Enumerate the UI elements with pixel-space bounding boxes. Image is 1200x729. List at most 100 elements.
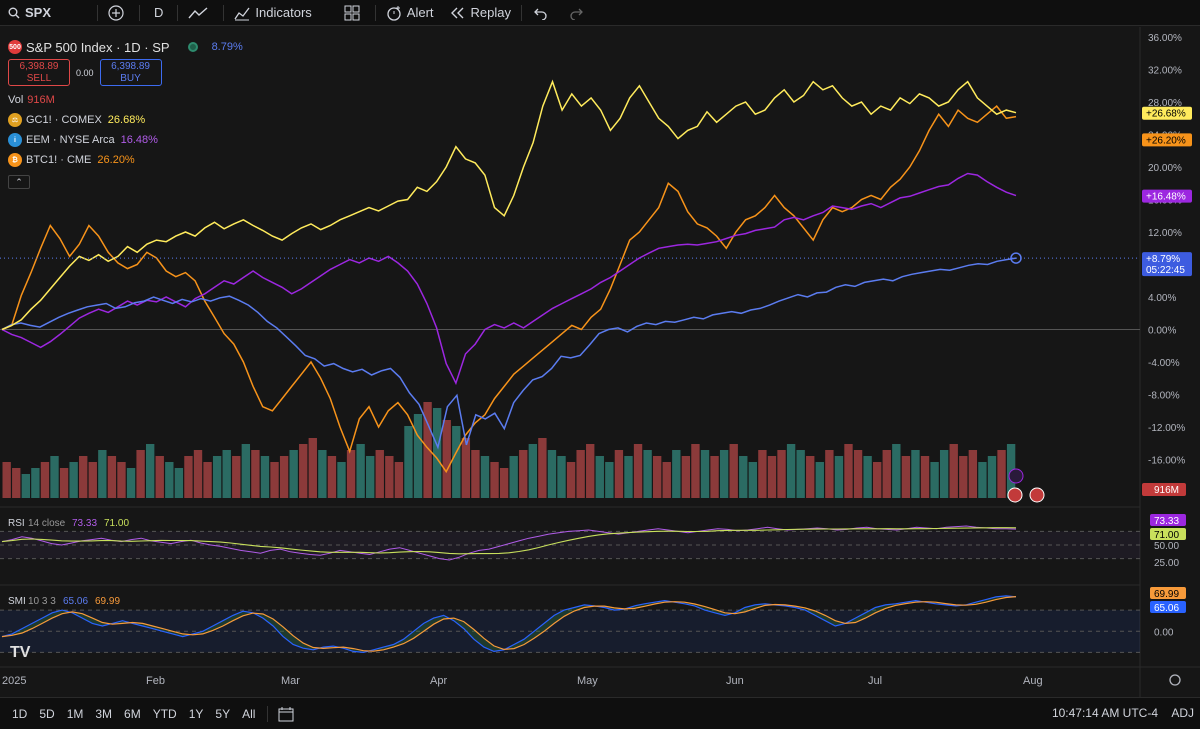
buy-price: 6,398.89 [111,61,150,72]
volume-bar [930,462,939,498]
smi-signal-last-bg [1150,587,1186,599]
volume-bar [79,456,88,498]
volume-bar [385,456,394,498]
range-5y[interactable]: 5Y [215,706,231,721]
volume-bar [806,456,815,498]
range-ytd[interactable]: YTD [152,706,177,721]
volume-bar [767,456,777,498]
volume-bar [786,444,796,498]
volume-bar [126,468,136,498]
volume-bar [289,450,298,498]
range-1d[interactable]: 1D [12,706,28,721]
volume-bar [471,450,480,498]
adj-toggle[interactable]: ADJ [1171,706,1194,720]
lightning-event-icon [1008,468,1024,484]
volume-bar [566,462,576,498]
range-5d[interactable]: 5D [39,706,55,721]
clock[interactable]: 10:47:14 AM UTC-4 [1051,706,1158,720]
volume-bar [356,444,365,498]
interval-button[interactable]: D [154,5,164,20]
rewind-icon [450,7,464,18]
volume-bar [920,456,930,498]
volume-bar [509,456,518,498]
volume-bar [270,462,279,498]
time-axis-label: Apr [430,675,447,687]
series-line-btc [1,105,1017,474]
alert-button[interactable]: Alert [378,0,442,26]
smi-label: SMI [8,596,26,607]
tradingview-logo: TV [10,644,31,661]
legend-gold-name: GC1! · COMEX [26,114,102,126]
volume-bar [193,450,203,498]
compare-button[interactable] [100,0,137,26]
legend-item-gold[interactable]: ⚖ GC1! · COMEX 26.68% [8,110,243,130]
volume-bar [978,462,987,498]
rsi-tick-25: 25.00 [1154,558,1179,569]
volume-bar [251,450,260,498]
symbol-search[interactable]: SPX [0,0,59,26]
rsi-ma-line [1,527,1017,555]
legend-eem-name: EEM · NYSE Arca [26,134,115,146]
layouts-button[interactable] [336,0,373,26]
rsi-ma-last-bg [1150,528,1186,540]
chart-area[interactable]: 36.00%32.00%28.00%24.00%20.00%16.00%12.0… [0,27,1200,697]
sp500-logo: 500 [8,40,22,54]
gear-icon [1169,674,1181,686]
volume-bar [413,414,423,498]
volume-bar [949,444,958,498]
range-3m[interactable]: 3M [95,706,113,721]
buy-button[interactable]: 6,398.89 BUY [99,59,162,86]
spx-last-label-countdown: 05:22:45 [1146,265,1185,276]
volume-bar [136,450,145,498]
legend-item-btc[interactable]: ₿ BTC1! · CME 26.20% [8,150,243,170]
range-all[interactable]: All [242,706,256,721]
replay-button[interactable]: Replay [442,0,519,26]
volume-bar [2,462,11,498]
smi-last-bg [1150,601,1186,613]
search-icon [8,7,20,18]
gold-last-label: +26.68% [1146,109,1186,120]
top-toolbar: SPX D Indicators Alert Replay [0,0,1200,26]
bitcoin-icon: ₿ [8,153,22,167]
legend-item-eem[interactable]: i EEM · NYSE Arca 16.48% [8,130,243,150]
volume-bar [853,450,863,498]
chart-type-button[interactable] [180,0,221,26]
smi-signal-last-label: 69.99 [1154,589,1179,600]
trade-box: 6,398.89 SELL 0.00 6,398.89 BUY [8,59,243,86]
main-symbol-title: S&P 500 Index · 1D · SP [26,39,170,55]
chart-canvas[interactable]: 36.00%32.00%28.00%24.00%20.00%16.00%12.0… [0,27,1200,697]
main-symbol-row: 500 S&P 500 Index · 1D · SP 8.79% [8,37,243,57]
redo-button[interactable] [561,0,598,26]
volume-bar [12,468,21,498]
chart-legend: 500 S&P 500 Index · 1D · SP 8.79% 6,398.… [8,37,243,170]
time-axis-label: Feb [146,675,165,687]
time-axis-label: 2025 [2,675,26,687]
indicators-button[interactable]: Indicators [226,0,319,26]
volume-bar [614,450,624,498]
spx-last-label: +8.79% [1146,254,1180,265]
collapse-legend-button[interactable]: ⌃ [8,175,30,189]
volume-bar [442,420,451,498]
range-6m[interactable]: 6M [124,706,141,721]
range-1y[interactable]: 1Y [188,706,204,721]
volume-bar [796,450,805,498]
volume-bar [88,462,97,498]
date-range-button[interactable] [270,701,307,727]
volume-label: Vol [8,94,24,106]
volume-bar [710,456,719,498]
volume-bar [882,450,891,498]
legend-gold-value: 26.68% [107,114,146,126]
grid-icon [344,5,360,20]
range-1m[interactable]: 1M [66,706,84,721]
y-tick-label: 4.00% [1148,293,1176,304]
y-tick-label: -4.00% [1148,358,1180,369]
volume-bar [232,456,241,498]
volume-bar [557,456,566,498]
spx-last-label-bg [1142,252,1192,277]
rsi-label: RSI [8,518,25,529]
sell-button[interactable]: 6,398.89 SELL [8,59,70,86]
series-line-spx [1,257,1017,450]
undo-button[interactable] [524,0,561,26]
info-icon: i [8,133,22,147]
volume-bar [844,444,853,498]
